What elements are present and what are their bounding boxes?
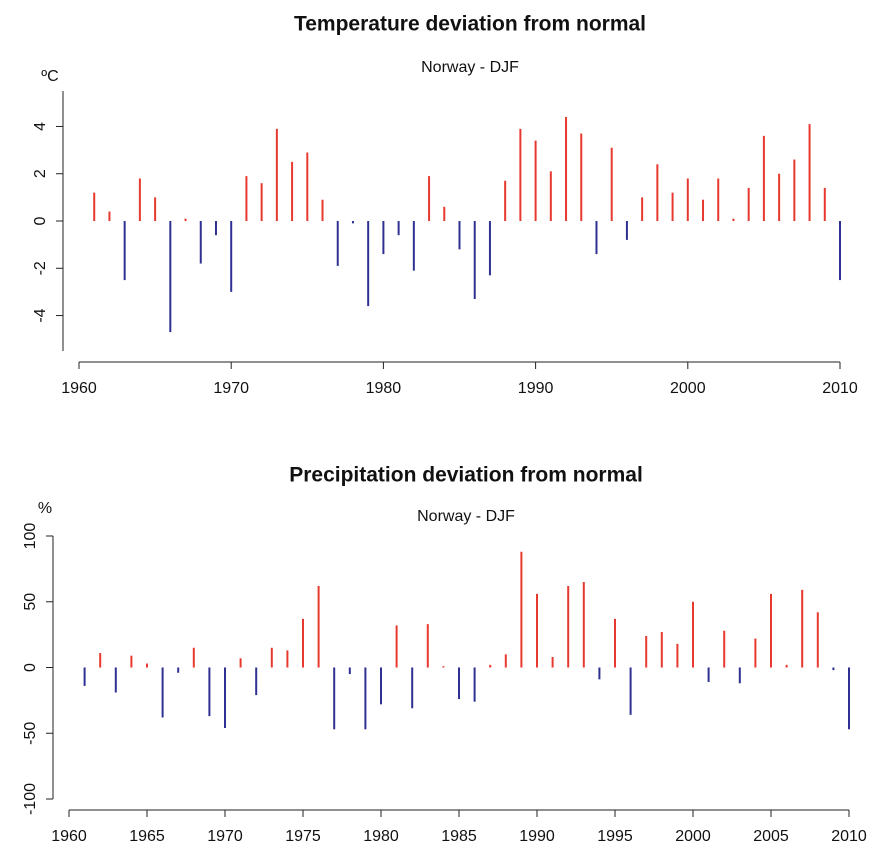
y-tick-label: 0 — [22, 663, 39, 672]
y-axis-label: ºC — [41, 68, 58, 85]
x-tick-label: 1990 — [519, 828, 555, 845]
y-tick-label: 0 — [32, 216, 49, 225]
y-tick-label: 2 — [32, 169, 49, 178]
x-tick-label: 2005 — [753, 828, 789, 845]
x-tick-label: 1990 — [518, 380, 554, 397]
x-tick-label: 2000 — [675, 828, 711, 845]
x-tick-label: 1980 — [363, 828, 399, 845]
y-tick-label: -2 — [32, 261, 49, 275]
x-tick-label: 1985 — [441, 828, 477, 845]
x-tick-label: 1960 — [61, 380, 97, 397]
x-tick-label: 1970 — [207, 828, 243, 845]
chart-title: Precipitation deviation from normal — [289, 464, 643, 487]
x-tick-label: 1960 — [51, 828, 87, 845]
y-tick-label: 4 — [32, 122, 49, 131]
y-tick-label: -100 — [22, 783, 39, 815]
x-tick-label: 2010 — [831, 828, 867, 845]
x-tick-label: 2000 — [670, 380, 706, 397]
y-axis-label: % — [38, 500, 52, 517]
x-tick-label: 1975 — [285, 828, 321, 845]
y-tick-label: -50 — [22, 722, 39, 745]
x-tick-label: 1970 — [213, 380, 249, 397]
chart-subtitle: Norway - DJF — [417, 508, 515, 525]
y-tick-label: -4 — [32, 308, 49, 322]
x-tick-label: 1995 — [597, 828, 633, 845]
x-tick-label: 2010 — [822, 380, 858, 397]
y-tick-label: 100 — [22, 523, 39, 550]
x-tick-label: 1965 — [129, 828, 165, 845]
chart-subtitle: Norway - DJF — [421, 59, 519, 76]
y-tick-label: 50 — [22, 593, 39, 611]
x-tick-label: 1980 — [366, 380, 402, 397]
chart-title: Temperature deviation from normal — [294, 13, 646, 36]
